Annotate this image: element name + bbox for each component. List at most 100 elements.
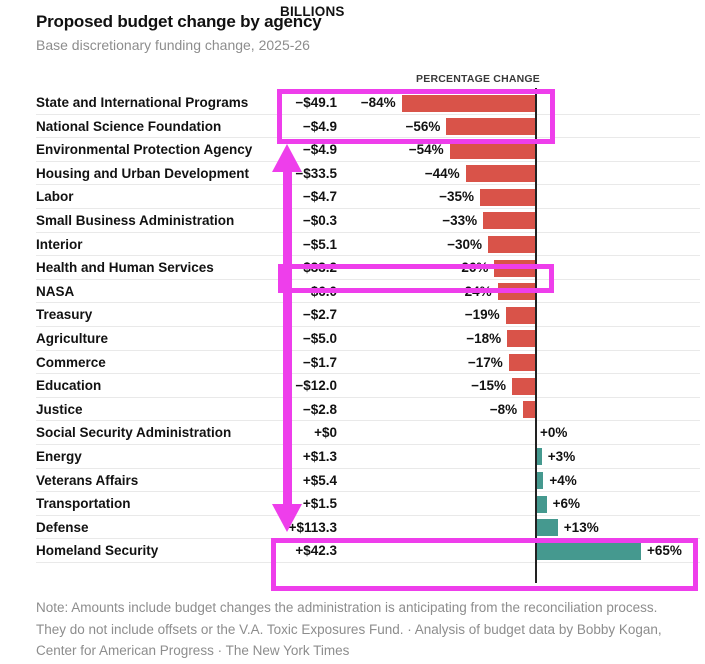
row-label: Treasury bbox=[36, 307, 93, 323]
positive-bar bbox=[537, 542, 641, 560]
negative-bar bbox=[480, 188, 536, 206]
percentage-label: −33% bbox=[442, 212, 478, 228]
percentage-label: −56% bbox=[405, 118, 441, 134]
chart-note: Note: Amounts include budget changes the… bbox=[36, 597, 686, 662]
note-line: Center for American Progress · The New Y… bbox=[36, 643, 350, 658]
row-label: Agriculture bbox=[36, 330, 109, 346]
percentage-label: +65% bbox=[647, 543, 682, 559]
billions-value: −$12.0 bbox=[295, 378, 337, 394]
row-label: Housing and Urban Development bbox=[36, 165, 250, 181]
percentage-label: +3% bbox=[547, 448, 576, 464]
row-label: Homeland Security bbox=[36, 543, 159, 559]
row-label: Justice bbox=[36, 401, 83, 417]
percentage-label: −8% bbox=[489, 401, 518, 417]
table-row: Small Business Administration −$0.3 −33% bbox=[36, 209, 700, 233]
row-label: Interior bbox=[36, 236, 83, 252]
table-row: Environmental Protection Agency −$4.9 −54% bbox=[36, 138, 700, 162]
note-line: Note: Amounts include budget changes the… bbox=[36, 600, 658, 615]
positive-bar bbox=[537, 495, 547, 513]
negative-bar bbox=[465, 165, 536, 183]
table-row: State and International Programs −$49.1 −8… bbox=[36, 91, 700, 115]
percentage-label: −15% bbox=[471, 378, 506, 394]
annotation-arrow-shaft bbox=[283, 170, 292, 504]
row-label: Small Business Administration bbox=[36, 212, 235, 228]
chart-rows: State and International Programs −$49.1 −8… bbox=[0, 91, 705, 563]
percentage-label: −30% bbox=[447, 236, 482, 252]
table-row: National Science Foundation −$4.9 −56% bbox=[36, 115, 700, 139]
row-label: Health and Human Services bbox=[36, 260, 214, 276]
row-label: State and International Programs bbox=[36, 95, 249, 110]
percentage-label: +13% bbox=[563, 519, 599, 535]
billions-value: −$4.9 bbox=[302, 118, 337, 134]
billions-value: −$2.8 bbox=[302, 401, 337, 417]
percentage-label: +6% bbox=[552, 496, 580, 512]
row-label: Veterans Affairs bbox=[36, 472, 139, 488]
percentage-label: −84% bbox=[360, 95, 396, 110]
positive-bar bbox=[537, 472, 544, 489]
positive-bar bbox=[537, 448, 542, 466]
annotation-box-defense-homeland bbox=[271, 538, 698, 591]
negative-bar bbox=[401, 94, 536, 112]
percentage-label: +0% bbox=[540, 425, 568, 441]
row-label: Education bbox=[36, 378, 102, 394]
table-row: Energy +$1.3 +3% bbox=[36, 445, 700, 469]
billions-value: +$1.3 bbox=[302, 448, 337, 464]
row-label: Energy bbox=[36, 448, 82, 464]
billions-value: −$4.7 bbox=[302, 189, 337, 205]
percentage-label: −54% bbox=[408, 142, 444, 158]
row-label: NASA bbox=[36, 283, 75, 299]
percentage-label: −18% bbox=[466, 330, 502, 346]
negative-bar bbox=[523, 401, 536, 419]
billions-value: −$2.7 bbox=[302, 307, 337, 323]
billions-value: −$49.1 bbox=[295, 95, 337, 110]
table-row: Homeland Security +$42.3 +65% bbox=[36, 539, 700, 563]
annotation-arrow-down-icon bbox=[272, 504, 302, 532]
note-line: They do not include offsets or the V.A. … bbox=[36, 621, 662, 637]
zero-baseline bbox=[535, 88, 537, 583]
percentage-label: +4% bbox=[549, 472, 577, 488]
billions-value: −$33.5 bbox=[295, 165, 337, 181]
column-header-percentage-change: PERCENTAGE CHANGE bbox=[416, 73, 540, 85]
row-label: Defense bbox=[36, 519, 89, 535]
negative-bar bbox=[512, 377, 536, 395]
row-label: Commerce bbox=[36, 354, 106, 370]
billions-value: +$0 bbox=[314, 425, 337, 441]
billions-value: −$5.0 bbox=[302, 330, 337, 346]
percentage-label: −44% bbox=[424, 165, 460, 181]
negative-bar bbox=[446, 118, 536, 136]
column-header-billions: BILLIONS bbox=[280, 4, 345, 19]
table-row: Housing and Urban Development −$33.5 −44% bbox=[36, 162, 700, 186]
billions-value: −$5.1 bbox=[302, 236, 337, 252]
row-label: Transportation bbox=[36, 496, 131, 512]
chart-title: Proposed budget change by agency bbox=[36, 12, 322, 31]
annotation-box-top-rows bbox=[277, 89, 555, 144]
negative-bar bbox=[483, 212, 536, 230]
table-row: Education −$12.0 −15% bbox=[36, 374, 700, 398]
table-row: Agriculture −$5.0 −18% bbox=[36, 327, 700, 351]
annotation-box-hhs-row bbox=[278, 264, 554, 293]
negative-bar bbox=[507, 330, 536, 348]
table-row: Treasury −$2.7 −19% bbox=[36, 303, 700, 327]
billions-value: −$1.7 bbox=[302, 354, 337, 370]
billions-value: +$42.3 bbox=[295, 543, 337, 559]
table-row: Social Security Administration +$0 +0% bbox=[36, 421, 700, 445]
table-row: Justice −$2.8 −8% bbox=[36, 398, 700, 422]
table-row: Transportation +$1.5 +6% bbox=[36, 492, 700, 516]
negative-bar bbox=[488, 236, 536, 254]
table-row: Commerce −$1.7 −17% bbox=[36, 351, 700, 375]
row-label: National Science Foundation bbox=[36, 118, 222, 134]
chart-subtitle: Base discretionary funding change, 2025-… bbox=[36, 37, 310, 53]
row-label: Labor bbox=[36, 189, 74, 205]
percentage-label: −17% bbox=[467, 354, 503, 370]
table-row: Labor −$4.7 −35% bbox=[36, 185, 700, 209]
billions-value: +$1.5 bbox=[302, 496, 337, 512]
billions-value: −$4.9 bbox=[302, 142, 337, 158]
percentage-label: −19% bbox=[464, 307, 500, 323]
percentage-label: −35% bbox=[439, 189, 474, 205]
row-label: Social Security Administration bbox=[36, 425, 232, 441]
billions-value: +$5.4 bbox=[302, 472, 337, 488]
billions-value: −$0.3 bbox=[302, 212, 337, 228]
negative-bar bbox=[505, 306, 536, 324]
row-label: Environmental Protection Agency bbox=[36, 142, 253, 158]
table-row: Defense +$113.3 +13% bbox=[36, 516, 700, 540]
